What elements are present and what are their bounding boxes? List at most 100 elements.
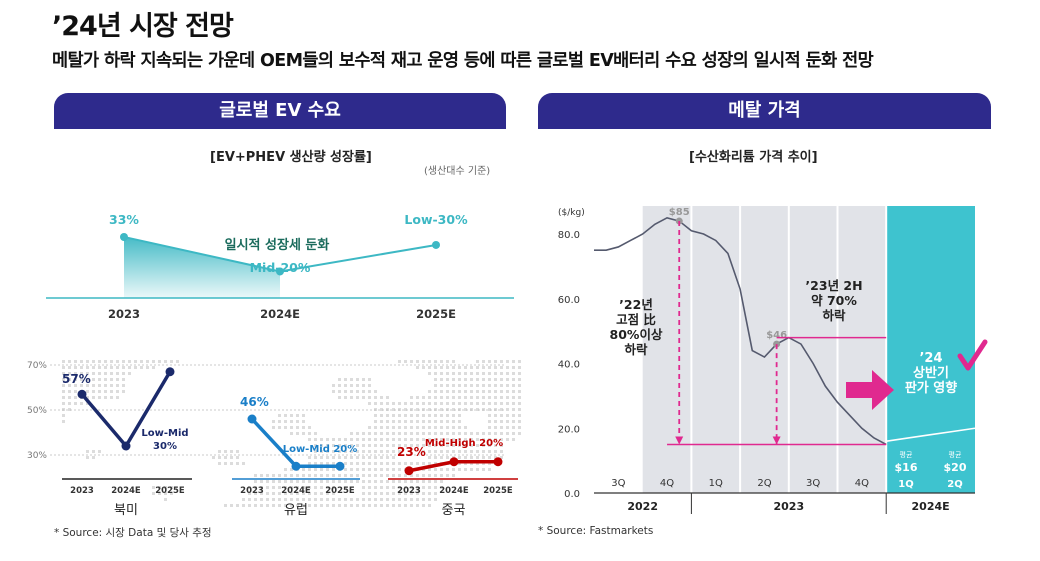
map-dot [464,468,467,471]
map-dot [362,396,365,399]
map-dot [392,492,395,495]
map-dot [500,360,503,363]
map-dot [92,450,95,453]
map-dot [392,450,395,453]
map-dot [284,498,287,501]
map-dot [470,450,473,453]
map-dot [446,438,449,441]
map-dot [500,450,503,453]
map-dot [158,492,161,495]
map-dot [86,450,89,453]
regional-value-label: 46% [240,395,269,409]
map-dot [458,378,461,381]
map-dot [488,438,491,441]
map-dot [476,402,479,405]
map-dot [422,366,425,369]
map-dot [110,378,113,381]
map-dot [476,378,479,381]
drop-arrowhead [675,436,684,445]
map-dot [380,504,383,507]
map-dot [428,432,431,435]
map-dot [74,378,77,381]
map-dot [500,378,503,381]
map-dot [470,468,473,471]
map-dot [266,486,269,489]
map-dot [80,360,83,363]
map-dot [488,378,491,381]
map-dot [410,402,413,405]
map-dot [428,444,431,447]
peak-label: $46 [766,330,787,341]
map-dot [500,366,503,369]
map-dot [284,504,287,507]
lithium-quarter-label: 4Q [855,478,869,489]
map-dot [410,438,413,441]
map-dot [506,372,509,375]
map-dot [458,432,461,435]
map-dot [410,486,413,489]
map-dot [518,372,521,375]
map-dot [362,384,365,387]
map-dot [440,438,443,441]
map-dot [428,450,431,453]
map-dot [440,396,443,399]
map-dot [344,462,347,465]
map-dot [386,414,389,417]
map-dot [338,390,341,393]
map-dot [86,378,89,381]
map-dot [284,468,287,471]
map-dot [518,408,521,411]
map-dot [146,366,149,369]
map-dot [470,456,473,459]
map-dot [140,360,143,363]
map-dot [428,462,431,465]
regional-value-label: 57% [62,372,91,386]
map-dot [308,492,311,495]
right-source: * Source: Fastmarkets [538,525,654,537]
map-dot [266,504,269,507]
map-dot [470,396,473,399]
map-dot [296,432,299,435]
map-dot [506,426,509,429]
map-dot [224,462,227,465]
map-dot [482,444,485,447]
map-dot [506,360,509,363]
map-dot [344,468,347,471]
map-dot [344,390,347,393]
map-dot [470,372,473,375]
lithium-forecast-line [886,427,976,442]
map-dot [422,414,425,417]
map-dot [260,498,263,501]
map-dot [296,492,299,495]
map-dot [416,432,419,435]
map-dot [518,414,521,417]
map-dot [488,468,491,471]
map-dot [74,366,77,369]
map-dot [350,456,353,459]
lithium-annotation-2024: ’24 상반기 판가 영향 [905,351,957,396]
map-dot [434,492,437,495]
region-name: 유럽 [284,503,308,518]
map-dot [314,444,317,447]
map-dot [332,462,335,465]
map-dot [506,402,509,405]
map-dot [368,504,371,507]
map-dot [476,468,479,471]
map-dot [416,474,419,477]
map-dot [476,390,479,393]
map-dot [380,474,383,477]
map-dot [398,480,401,483]
map-dot [446,384,449,387]
map-dot [434,486,437,489]
map-dot [314,450,317,453]
map-dot [428,360,431,363]
map-dot [152,486,155,489]
map-dot [464,402,467,405]
map-dot [80,378,83,381]
map-dot [428,438,431,441]
lithium-y-tick: 20.0 [558,424,580,435]
map-dot [314,498,317,501]
map-dot [398,474,401,477]
map-dot [326,504,329,507]
regional-point [404,466,414,476]
